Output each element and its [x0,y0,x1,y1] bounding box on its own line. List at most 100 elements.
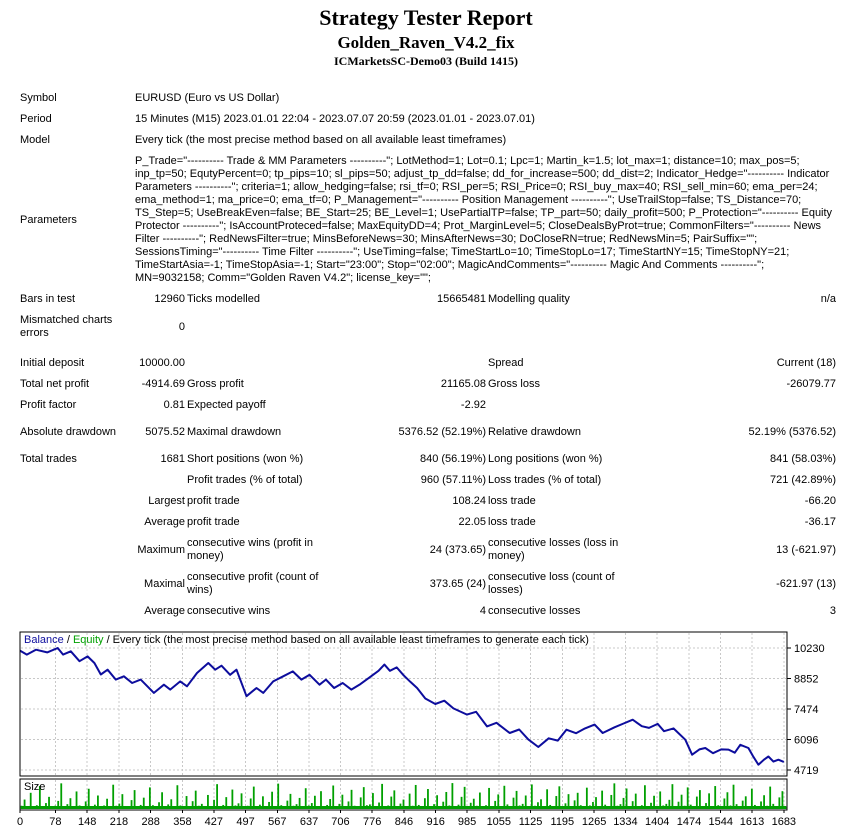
size-bar [512,797,515,809]
stat-label: consecutive wins (profit in money) [187,537,313,562]
stat-value: 3 [829,605,836,617]
stat-label [20,567,135,601]
size-bar [228,806,231,809]
size-bar [106,798,108,809]
size-bar [579,805,582,809]
report-table: Symbol EURUSD (Euro vs US Dollar) Period… [20,88,838,622]
x-axis-label: 706 [331,816,349,828]
stat-label: consecutive losses (loss in money) [488,537,619,562]
report-title: Strategy Tester Report [319,5,533,30]
size-bar [506,804,509,809]
size-bar [164,806,167,809]
size-bar [317,806,319,809]
stat-value: 841 (58.03%) [769,453,836,465]
size-bar [647,807,649,809]
size-bar [368,804,371,809]
size-bar [582,806,585,809]
size-bar [176,785,179,809]
x-axis-label: 1125 [519,816,543,828]
size-bar [732,784,735,809]
x-axis-label: 497 [236,816,254,828]
size-bar [423,798,426,809]
size-bar [631,801,634,809]
parameters-label: Parameters [20,213,77,226]
stat-value: -2.92 [460,399,486,411]
size-bar [246,805,249,809]
size-bar [332,785,335,809]
stat-label: Mismatched charts errors [20,314,113,339]
stat-label [187,310,343,344]
size-bar [38,786,41,809]
size-bar [598,806,600,809]
y-axis-label: 4719 [794,765,818,777]
size-bar [188,806,191,809]
size-bar [466,806,469,809]
size-bar [478,792,481,809]
size-bar [258,804,261,809]
size-bar [457,804,460,809]
size-bar [75,791,78,809]
stat-value: -66.20 [804,495,836,507]
size-bar [558,786,561,809]
size-bar [625,788,628,809]
stat-label: Expected payoff [187,399,266,411]
stat-value: -4914.69 [141,378,185,390]
size-bar [237,803,240,809]
size-bar [430,806,432,809]
size-bar [408,793,411,809]
size-bar [219,806,222,809]
size-bar [54,805,57,809]
stat-value [135,470,187,491]
size-bar [692,806,695,809]
size-bar [769,786,772,809]
stat-label [20,491,135,512]
size-bar [185,796,188,809]
size-bar [341,794,344,809]
size-bar [222,804,225,809]
stat-label: Average [144,516,185,528]
symbol-value: EURUSD (Euro vs US Dollar) [135,92,280,104]
size-bar [665,803,668,809]
stat-value: 108.24 [452,495,486,507]
stat-label: Bars in test [20,293,76,305]
size-bar [754,804,756,809]
size-bar [161,792,163,809]
stat-label: Maximal drawdown [187,426,282,438]
x-axis-label: 0 [17,816,23,828]
stat-value: 0 [178,320,185,333]
size-bar [142,797,145,809]
stat-value: 721 (42.89%) [769,474,836,486]
x-axis-label: 1055 [487,816,511,828]
chart-legend: Balance / Equity / Every tick (the most … [24,634,589,646]
size-bar [249,798,252,809]
size-bar [656,806,659,809]
stat-label: Absolute drawdown [20,426,117,438]
stats-row-average-trade: Average profit trade 22.05 loss trade -3… [20,512,838,533]
size-bar [619,804,622,809]
x-axis-label: 1613 [740,816,764,828]
size-bar [362,787,365,809]
stat-label [488,310,640,344]
x-axis-label: 1404 [645,816,669,828]
stat-label [20,601,135,622]
size-bar [527,806,530,809]
stat-label: consecutive loss (count of losses) [488,571,615,596]
stat-label: Largest [148,495,185,507]
stats-row-maximal-consecutive: Maximal consecutive profit (count of win… [20,567,838,601]
size-bar [344,807,347,809]
size-bar [136,806,139,809]
size-bar [182,807,185,809]
size-bar [702,806,704,809]
x-axis-label: 637 [300,816,318,828]
size-bar [365,805,368,809]
size-bar [488,787,490,809]
size-bar [121,794,124,809]
size-bar [784,806,787,809]
stat-label: Maximum [137,543,185,556]
size-bar [78,805,81,809]
size-bar [778,797,781,809]
server-build-info: ICMarketsSC-Demo03 (Build 1415) [334,54,518,68]
stat-label: Short positions (won %) [187,453,304,465]
size-bar [534,805,536,809]
size-bar [283,806,286,809]
